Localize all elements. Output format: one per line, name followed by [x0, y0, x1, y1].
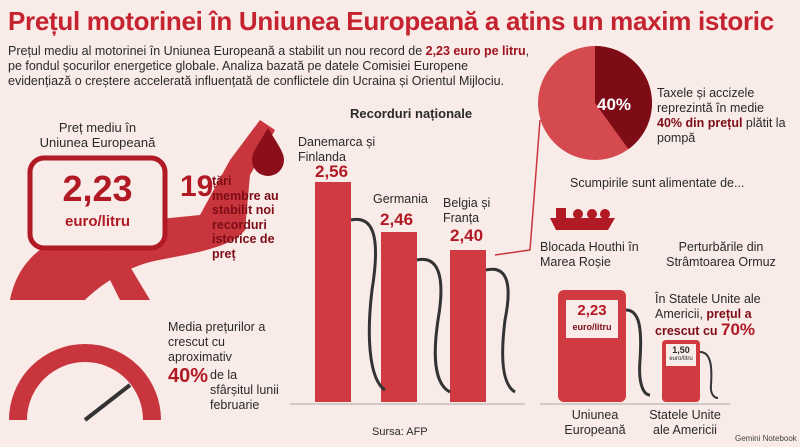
eu-label: Preț mediu în Uniunea Europeană	[39, 120, 156, 150]
connector	[494, 119, 541, 256]
country-name: Danemarca și Finlanda	[298, 135, 376, 164]
eu-price: 2,23	[62, 168, 133, 209]
us-bold: prețul a crescut cu	[655, 307, 752, 338]
country-price: 2,46	[380, 210, 414, 229]
pump-unit: euro/litru	[669, 356, 693, 362]
ship	[600, 209, 610, 219]
ship	[556, 208, 566, 218]
nozzle	[10, 120, 275, 300]
country-price: 2,40	[450, 226, 484, 245]
pie-label: 40%	[597, 95, 631, 114]
records-heading: Recorduri naționale	[350, 106, 473, 121]
pump-screen	[566, 300, 618, 338]
increase-text: Media prețurilor a crescut cu aproximati…	[168, 320, 266, 364]
hose	[699, 351, 719, 399]
pump-price: 1,50	[672, 345, 690, 355]
title: Prețul motorinei în Uniunea Europeană a …	[8, 6, 774, 36]
taxes-text: Taxele și accizele reprezintă în medie 4…	[657, 86, 792, 146]
hose	[625, 308, 651, 397]
hose	[416, 257, 451, 394]
driver: Perturbările din Strâmtoarea Ormuz	[666, 240, 776, 269]
records-count: 19	[180, 170, 214, 203]
pump-label: Uniunea Europeană	[564, 408, 626, 437]
drop	[252, 128, 284, 176]
pump-bar	[381, 232, 417, 402]
brand: Gemini Notebook	[735, 434, 797, 443]
driver: Blocada Houthi în Marea Roșie	[540, 240, 639, 269]
pump-screen	[666, 344, 696, 366]
intro-text: Prețul mediu al motorinei în Uniunea Eur…	[8, 44, 426, 58]
intro-highlight: 2,23 euro pe litru	[425, 44, 526, 58]
increase-percent: 40%	[168, 365, 209, 387]
country-name: Belgia și Franța	[443, 196, 491, 225]
pump-bar	[315, 182, 351, 402]
intro-text: , pe fondul șocurilor energetice globale…	[8, 44, 530, 88]
intro: Prețul mediu al motorinei în Uniunea Eur…	[8, 44, 533, 89]
increase-after: de la sfârșitul lunii februarie	[210, 368, 279, 412]
pie-slice	[595, 46, 652, 150]
hose	[350, 217, 386, 392]
hose	[485, 267, 516, 394]
us-text: În Statele Unite ale Americii, prețul a …	[655, 292, 790, 339]
price-box	[27, 155, 168, 251]
country-name: Germania	[373, 192, 428, 206]
pump-label: Statele Unite ale Americii	[649, 408, 721, 437]
us-before: În Statele Unite ale Americii,	[655, 292, 761, 321]
drivers-heading: Scumpirile sunt alimentate de...	[570, 176, 745, 190]
source: Sursa: AFP	[372, 426, 428, 438]
trigger	[100, 250, 150, 300]
ship	[550, 218, 615, 230]
taxes-before: Taxele și accizele reprezintă în medie	[657, 86, 765, 115]
ship	[587, 209, 597, 219]
gauge	[9, 344, 161, 421]
pump-bar	[450, 250, 486, 402]
pump-unit: euro/litru	[572, 322, 612, 332]
ship	[573, 209, 583, 219]
taxes-bold: 40% din prețul	[657, 116, 743, 130]
gauge-needle	[83, 383, 132, 422]
taxes-after: plătit la pompă	[657, 116, 786, 145]
records-text: țări membre au stabilit noi recorduri is…	[212, 174, 279, 261]
pump-price: 2,23	[577, 302, 607, 319]
us-percent: 70%	[721, 320, 756, 339]
increase-text: de la sfârșitul lunii februarie	[210, 368, 280, 413]
country-price: 2,56	[315, 162, 349, 181]
eu-unit: euro/litru	[64, 213, 130, 230]
